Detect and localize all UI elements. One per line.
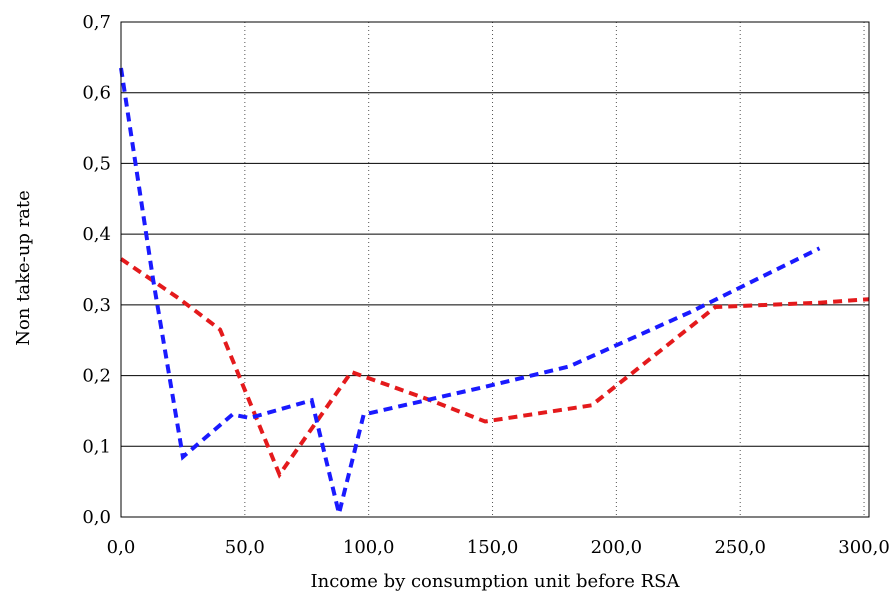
x-tick-label: 0,0 <box>107 537 136 558</box>
y-tick-label: 0,5 <box>82 153 111 174</box>
grid-lines <box>121 21 869 517</box>
plot-frame <box>120 21 870 518</box>
y-tick-label: 0,2 <box>82 366 111 387</box>
x-tick-label: 150,0 <box>467 537 519 558</box>
series-line-1 <box>119 257 870 479</box>
x-axis-title: Income by consumption unit before RSA <box>311 571 681 592</box>
y-tick-label: 0,1 <box>82 436 111 457</box>
y-tick-labels: 0,0 0,1 0,2 0,3 0,4 0,5 0,6 0,7 <box>82 12 111 528</box>
series-lines <box>119 67 870 514</box>
y-axis-title: Non take-up rate <box>13 190 34 346</box>
x-tick-label: 200,0 <box>591 537 643 558</box>
y-tick-label: 0,6 <box>82 83 111 104</box>
x-tick-label: 100,0 <box>343 537 395 558</box>
y-tick-label: 0,7 <box>82 12 111 33</box>
x-tick-label: 50,0 <box>225 537 265 558</box>
x-tick-label: 250,0 <box>714 537 766 558</box>
y-tick-label: 0,4 <box>82 224 111 245</box>
x-tick-labels: 0,0 50,0 100,0 150,0 200,0 250,0 300,0 <box>107 537 890 558</box>
x-tick-label: 300,0 <box>838 537 890 558</box>
y-tick-label: 0,0 <box>82 507 111 528</box>
y-tick-label: 0,3 <box>82 295 111 316</box>
series-line-2 <box>119 67 821 514</box>
